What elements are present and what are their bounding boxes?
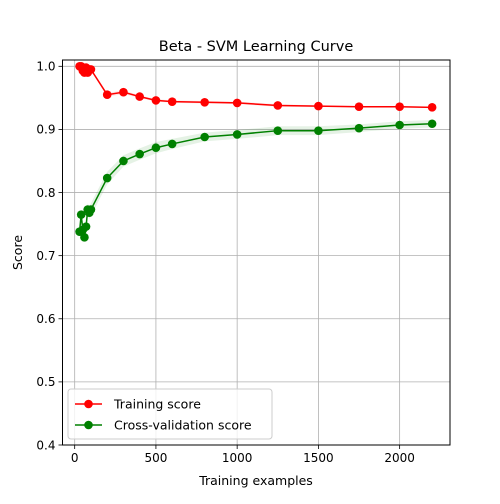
y-tick-label: 0.8 [36,186,55,200]
cv-score-point [427,119,437,129]
y-axis-label: Score [10,235,25,270]
cv-score-point [232,130,242,139]
plot-frame [62,59,451,446]
training-score-point [119,87,128,97]
x-tick-label: 500 [144,451,167,465]
cv-score-point [395,120,404,130]
training-score-point [151,96,161,105]
cv-score-point [86,205,96,214]
cv-score-point [167,139,177,149]
training-score-point [102,90,112,100]
training-score-point [135,92,144,101]
x-tick-label: 1500 [303,451,334,465]
training-score-line [79,65,433,109]
training-score-point [167,97,177,106]
cv-score-point [119,156,128,166]
legend-training-label: Training score [113,397,201,412]
grid-layer [62,60,450,446]
cv-score-point [273,126,283,135]
y-tick-label: 0.7 [36,249,55,263]
cv-score-point [102,173,112,183]
cv-score-point [76,210,86,219]
training-score-point [314,101,323,111]
x-tick-label: 2000 [384,451,415,465]
y-tick-label: 1.0 [36,60,55,74]
x-tick-label: 0 [71,451,79,465]
cv-score-point [135,149,144,159]
training-score-point [86,65,96,74]
y-tick-label: 0.5 [36,375,55,389]
legend-box [67,388,273,440]
cv-score-point [81,222,91,231]
training-score-point [273,101,283,110]
cv-score-band [79,119,433,242]
legend-training-marker [84,399,93,409]
cv-score-point [354,123,364,133]
y-tick-label: 0.6 [36,312,55,326]
band-layer [79,66,433,242]
legend: Training score Cross-validation score [67,388,273,440]
chart-title: Beta - SVM Learning Curve [159,39,354,55]
legend-cv-marker [84,420,93,430]
cv-score-point [200,132,209,142]
cv-score-line [78,122,433,238]
training-score-point [395,102,404,112]
cv-score-point [80,233,89,242]
training-score-point [354,102,364,112]
cv-score-point [151,143,161,153]
y-tick-label: 0.4 [36,438,55,452]
line-layer [75,62,437,242]
x-axis-label: Training examples [198,473,313,488]
training-score-point [200,97,209,107]
training-score-band [79,66,433,108]
training-score-point [427,103,437,112]
x-tick-label: 1000 [222,451,253,465]
cv-score-point [314,126,323,135]
legend-cv-label: Cross-validation score [114,418,252,433]
training-score-point [232,98,242,108]
tick-layer: 0 500 1000 1500 2000 0.4 0.5 0.6 0.7 0.8 0.9 1.0 [36,60,415,465]
y-tick-label: 0.9 [36,123,55,137]
